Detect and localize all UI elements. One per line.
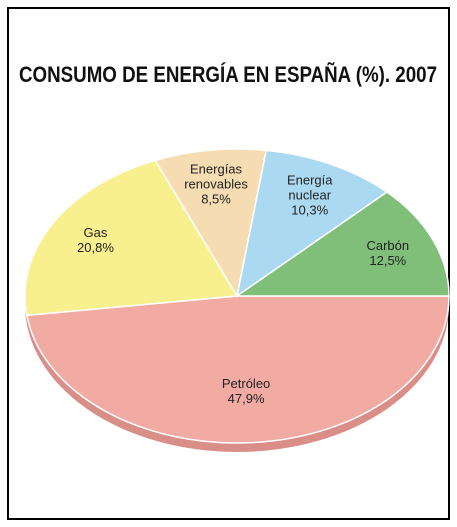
- slice-label: Gas 20,8%: [53, 225, 137, 255]
- category-label: Carbón: [366, 237, 410, 253]
- category-label: Petróleo: [221, 376, 271, 392]
- pie-slice: [154, 148, 268, 299]
- slice-label: Energías renovables 8,5%: [174, 161, 258, 206]
- pie-slice: [234, 191, 450, 297]
- value-label: 20,8%: [77, 239, 114, 255]
- value-label: 10,3%: [291, 202, 329, 218]
- pie-slice: [25, 295, 450, 444]
- value-label: 47,9%: [227, 391, 265, 407]
- category-label: Energías renovables: [184, 161, 248, 192]
- pie-slice: [24, 159, 239, 317]
- slice-label: Carbón 12,5%: [346, 238, 430, 268]
- category-label: Gas: [83, 224, 108, 240]
- slice-label: Energía nuclear 10,3%: [268, 172, 352, 217]
- value-label: 8,5%: [201, 191, 231, 207]
- value-label: 12,5%: [369, 252, 407, 268]
- pie-slice: [235, 149, 389, 298]
- chart-title: CONSUMO DE ENERGÍA EN ESPAÑA (%). 2007: [19, 62, 437, 87]
- category-label: Energía nuclear: [286, 172, 333, 203]
- slice-label: Petróleo 47,9%: [204, 376, 288, 406]
